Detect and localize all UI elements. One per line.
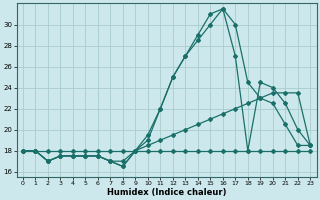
X-axis label: Humidex (Indice chaleur): Humidex (Indice chaleur) — [107, 188, 226, 197]
